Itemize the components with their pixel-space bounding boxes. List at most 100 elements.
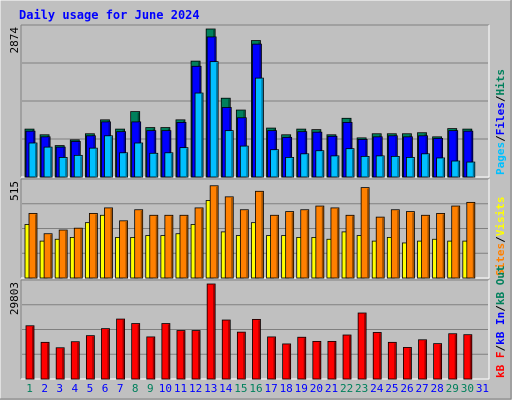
bar-sites-day-17 bbox=[270, 214, 279, 279]
bar-kbytes-day-15 bbox=[236, 331, 246, 380]
day-label-25: 25 bbox=[385, 382, 398, 395]
bar-sites-day-10 bbox=[164, 214, 174, 279]
day-label-21: 21 bbox=[325, 382, 338, 395]
day-label-22: 22 bbox=[340, 382, 353, 395]
bar-sites-day-1 bbox=[28, 213, 38, 279]
bar-pages-day-9 bbox=[149, 152, 159, 178]
bar-pages-day-24 bbox=[375, 155, 385, 178]
bar-pages-day-14 bbox=[224, 130, 234, 178]
bar-pages-day-8 bbox=[134, 142, 144, 178]
bar-sites-day-13 bbox=[209, 185, 219, 279]
legend-pages-files-hits: Pages/Files/Hits bbox=[494, 69, 507, 175]
day-label-31: 31 bbox=[476, 382, 489, 395]
day-label-3: 3 bbox=[56, 382, 63, 395]
day-label-30: 30 bbox=[461, 382, 474, 395]
bar-pages-day-10 bbox=[164, 152, 174, 178]
bar-pages-day-1 bbox=[28, 142, 38, 178]
bar-kbytes-day-23 bbox=[357, 312, 367, 380]
bar-pages-day-2 bbox=[43, 146, 53, 178]
bar-pages-day-23 bbox=[360, 156, 370, 178]
bar-sites-day-3 bbox=[58, 229, 68, 279]
y-max-label-sites: 515 bbox=[8, 181, 21, 201]
day-label-15: 15 bbox=[234, 382, 247, 395]
bar-pages-day-18 bbox=[285, 157, 295, 178]
bar-sites-day-7 bbox=[119, 220, 128, 279]
bar-sites-day-18 bbox=[285, 211, 295, 279]
bar-sites-day-14 bbox=[224, 196, 234, 279]
bar-pages-day-19 bbox=[300, 153, 310, 178]
day-label-12: 12 bbox=[189, 382, 202, 395]
bar-kbytes-day-27 bbox=[418, 339, 427, 380]
bar-kbytes-day-16 bbox=[252, 318, 261, 380]
bar-sites-day-15 bbox=[239, 209, 249, 279]
bar-sites-day-2 bbox=[43, 233, 53, 279]
bar-sites-day-22 bbox=[345, 214, 355, 279]
bar-kbytes-day-18 bbox=[282, 343, 292, 380]
bar-sites-day-6 bbox=[104, 207, 113, 279]
bar-pages-day-4 bbox=[73, 154, 83, 178]
bar-kbytes-day-12 bbox=[191, 330, 201, 380]
bar-pages-day-17 bbox=[270, 149, 279, 178]
bar-sites-day-26 bbox=[406, 211, 415, 279]
day-label-5: 5 bbox=[87, 382, 94, 395]
day-label-17: 17 bbox=[264, 382, 277, 395]
bar-pages-day-13 bbox=[209, 61, 219, 178]
bar-kbytes-day-26 bbox=[403, 347, 412, 380]
bar-pages-day-15 bbox=[239, 145, 249, 178]
bar-pages-day-22 bbox=[345, 148, 355, 178]
day-label-26: 26 bbox=[400, 382, 413, 395]
day-label-29: 29 bbox=[446, 382, 459, 395]
day-label-27: 27 bbox=[415, 382, 428, 395]
legend-kbytes: kB F/kB In/kB Out bbox=[494, 265, 507, 378]
day-label-8: 8 bbox=[132, 382, 139, 395]
bar-sites-day-19 bbox=[300, 209, 310, 279]
bar-pages-day-11 bbox=[179, 147, 189, 178]
bar-kbytes-day-14 bbox=[221, 319, 231, 380]
bar-kbytes-day-7 bbox=[116, 318, 125, 380]
bar-kbytes-day-25 bbox=[387, 341, 397, 380]
day-label-10: 10 bbox=[159, 382, 172, 395]
bar-kbytes-day-10 bbox=[161, 323, 171, 380]
bar-kbytes-day-4 bbox=[70, 341, 80, 380]
bar-kbytes-day-11 bbox=[176, 330, 186, 380]
bar-sites-day-28 bbox=[436, 213, 446, 279]
day-label-1: 1 bbox=[26, 382, 33, 395]
bar-kbytes-day-24 bbox=[372, 332, 382, 380]
day-label-9: 9 bbox=[147, 382, 154, 395]
bar-sites-day-9 bbox=[149, 214, 159, 279]
bar-sites-day-24 bbox=[375, 216, 385, 279]
day-label-20: 20 bbox=[310, 382, 323, 395]
day-label-28: 28 bbox=[431, 382, 444, 395]
chart-title: Daily usage for June 2024 bbox=[19, 8, 200, 22]
bar-sites-day-12 bbox=[194, 207, 204, 279]
bar-kbytes-day-3 bbox=[55, 347, 65, 380]
bar-sites-day-16 bbox=[255, 190, 264, 279]
bar-kbytes-day-29 bbox=[448, 333, 458, 380]
bar-sites-day-11 bbox=[179, 214, 189, 279]
day-label-6: 6 bbox=[102, 382, 109, 395]
bar-sites-day-20 bbox=[315, 205, 325, 279]
day-label-18: 18 bbox=[280, 382, 293, 395]
bar-pages-day-3 bbox=[58, 157, 68, 178]
day-label-14: 14 bbox=[219, 382, 233, 395]
bar-kbytes-day-19 bbox=[297, 336, 307, 380]
bar-kbytes-day-21 bbox=[327, 340, 337, 380]
day-label-24: 24 bbox=[370, 382, 384, 395]
bar-sites-day-25 bbox=[390, 209, 400, 279]
bar-pages-day-16 bbox=[255, 77, 264, 178]
bar-kbytes-day-1 bbox=[25, 325, 35, 380]
day-label-2: 2 bbox=[41, 382, 48, 395]
day-label-19: 19 bbox=[295, 382, 308, 395]
bar-kbytes-day-5 bbox=[85, 335, 95, 380]
bar-kbytes-day-6 bbox=[101, 328, 110, 380]
bar-sites-day-21 bbox=[330, 207, 340, 279]
day-label-7: 7 bbox=[117, 382, 124, 395]
bar-kbytes-day-13 bbox=[206, 283, 216, 380]
bar-kbytes-day-30 bbox=[463, 334, 473, 380]
bar-pages-day-12 bbox=[194, 92, 204, 178]
y-max-label-kbytes: 29803 bbox=[8, 282, 21, 315]
bar-pages-day-5 bbox=[88, 147, 98, 178]
bar-pages-day-20 bbox=[315, 150, 325, 178]
day-label-11: 11 bbox=[174, 382, 187, 395]
